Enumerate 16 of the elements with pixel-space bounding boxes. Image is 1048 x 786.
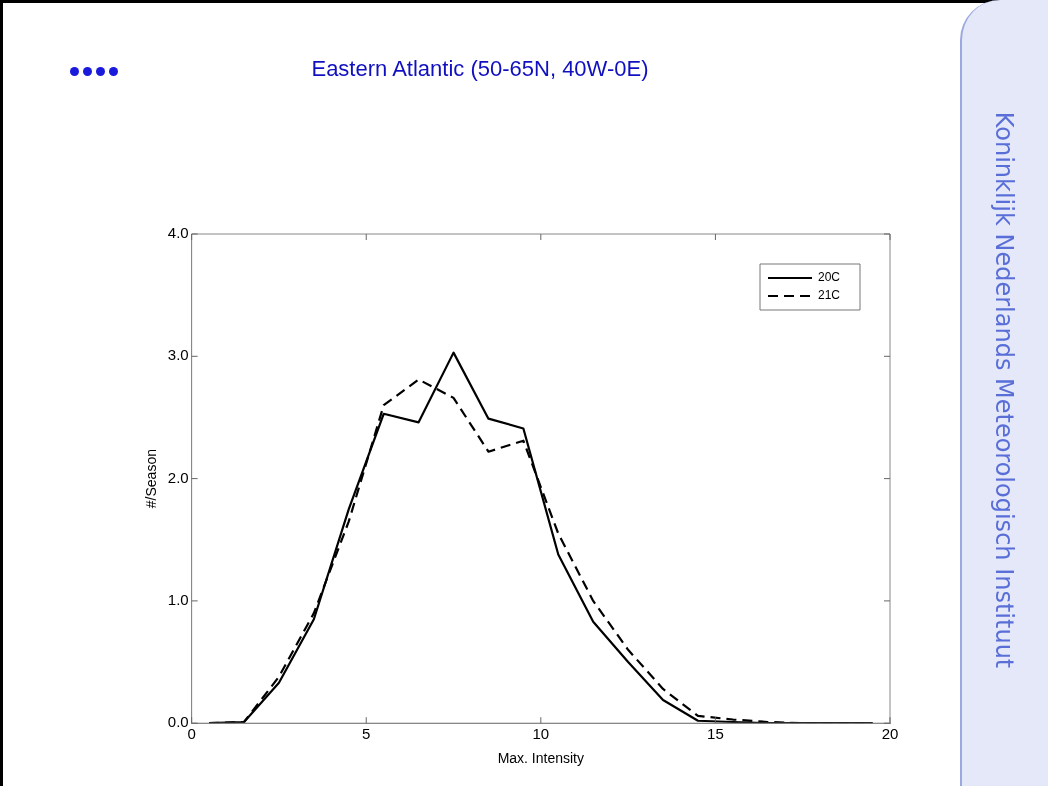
x-tick-label: 20 [881, 725, 899, 743]
x-tick-label: 10 [532, 725, 550, 743]
y-tick-label: 3.0 [167, 346, 189, 364]
y-tick-label: 4.0 [167, 224, 189, 242]
y-tick-label: 0.0 [167, 713, 189, 731]
y-axis-title: #/Season [143, 449, 160, 509]
legend-label: 20C [818, 270, 841, 285]
y-tick-label: 2.0 [167, 468, 189, 486]
chart-title: Eastern Atlantic (50-65N, 40W-0E) [310, 56, 650, 82]
x-tick-label: 5 [362, 725, 371, 743]
x-axis-title: Max. Intensity [497, 750, 585, 767]
legend-label: 21C [818, 288, 841, 303]
y-tick-label: 1.0 [167, 591, 189, 609]
text: Koninklijk Nederlands Meteorologisch Instituut [990, 111, 1018, 669]
x-tick-label: 0 [187, 725, 196, 743]
x-tick-label: 15 [707, 725, 724, 743]
